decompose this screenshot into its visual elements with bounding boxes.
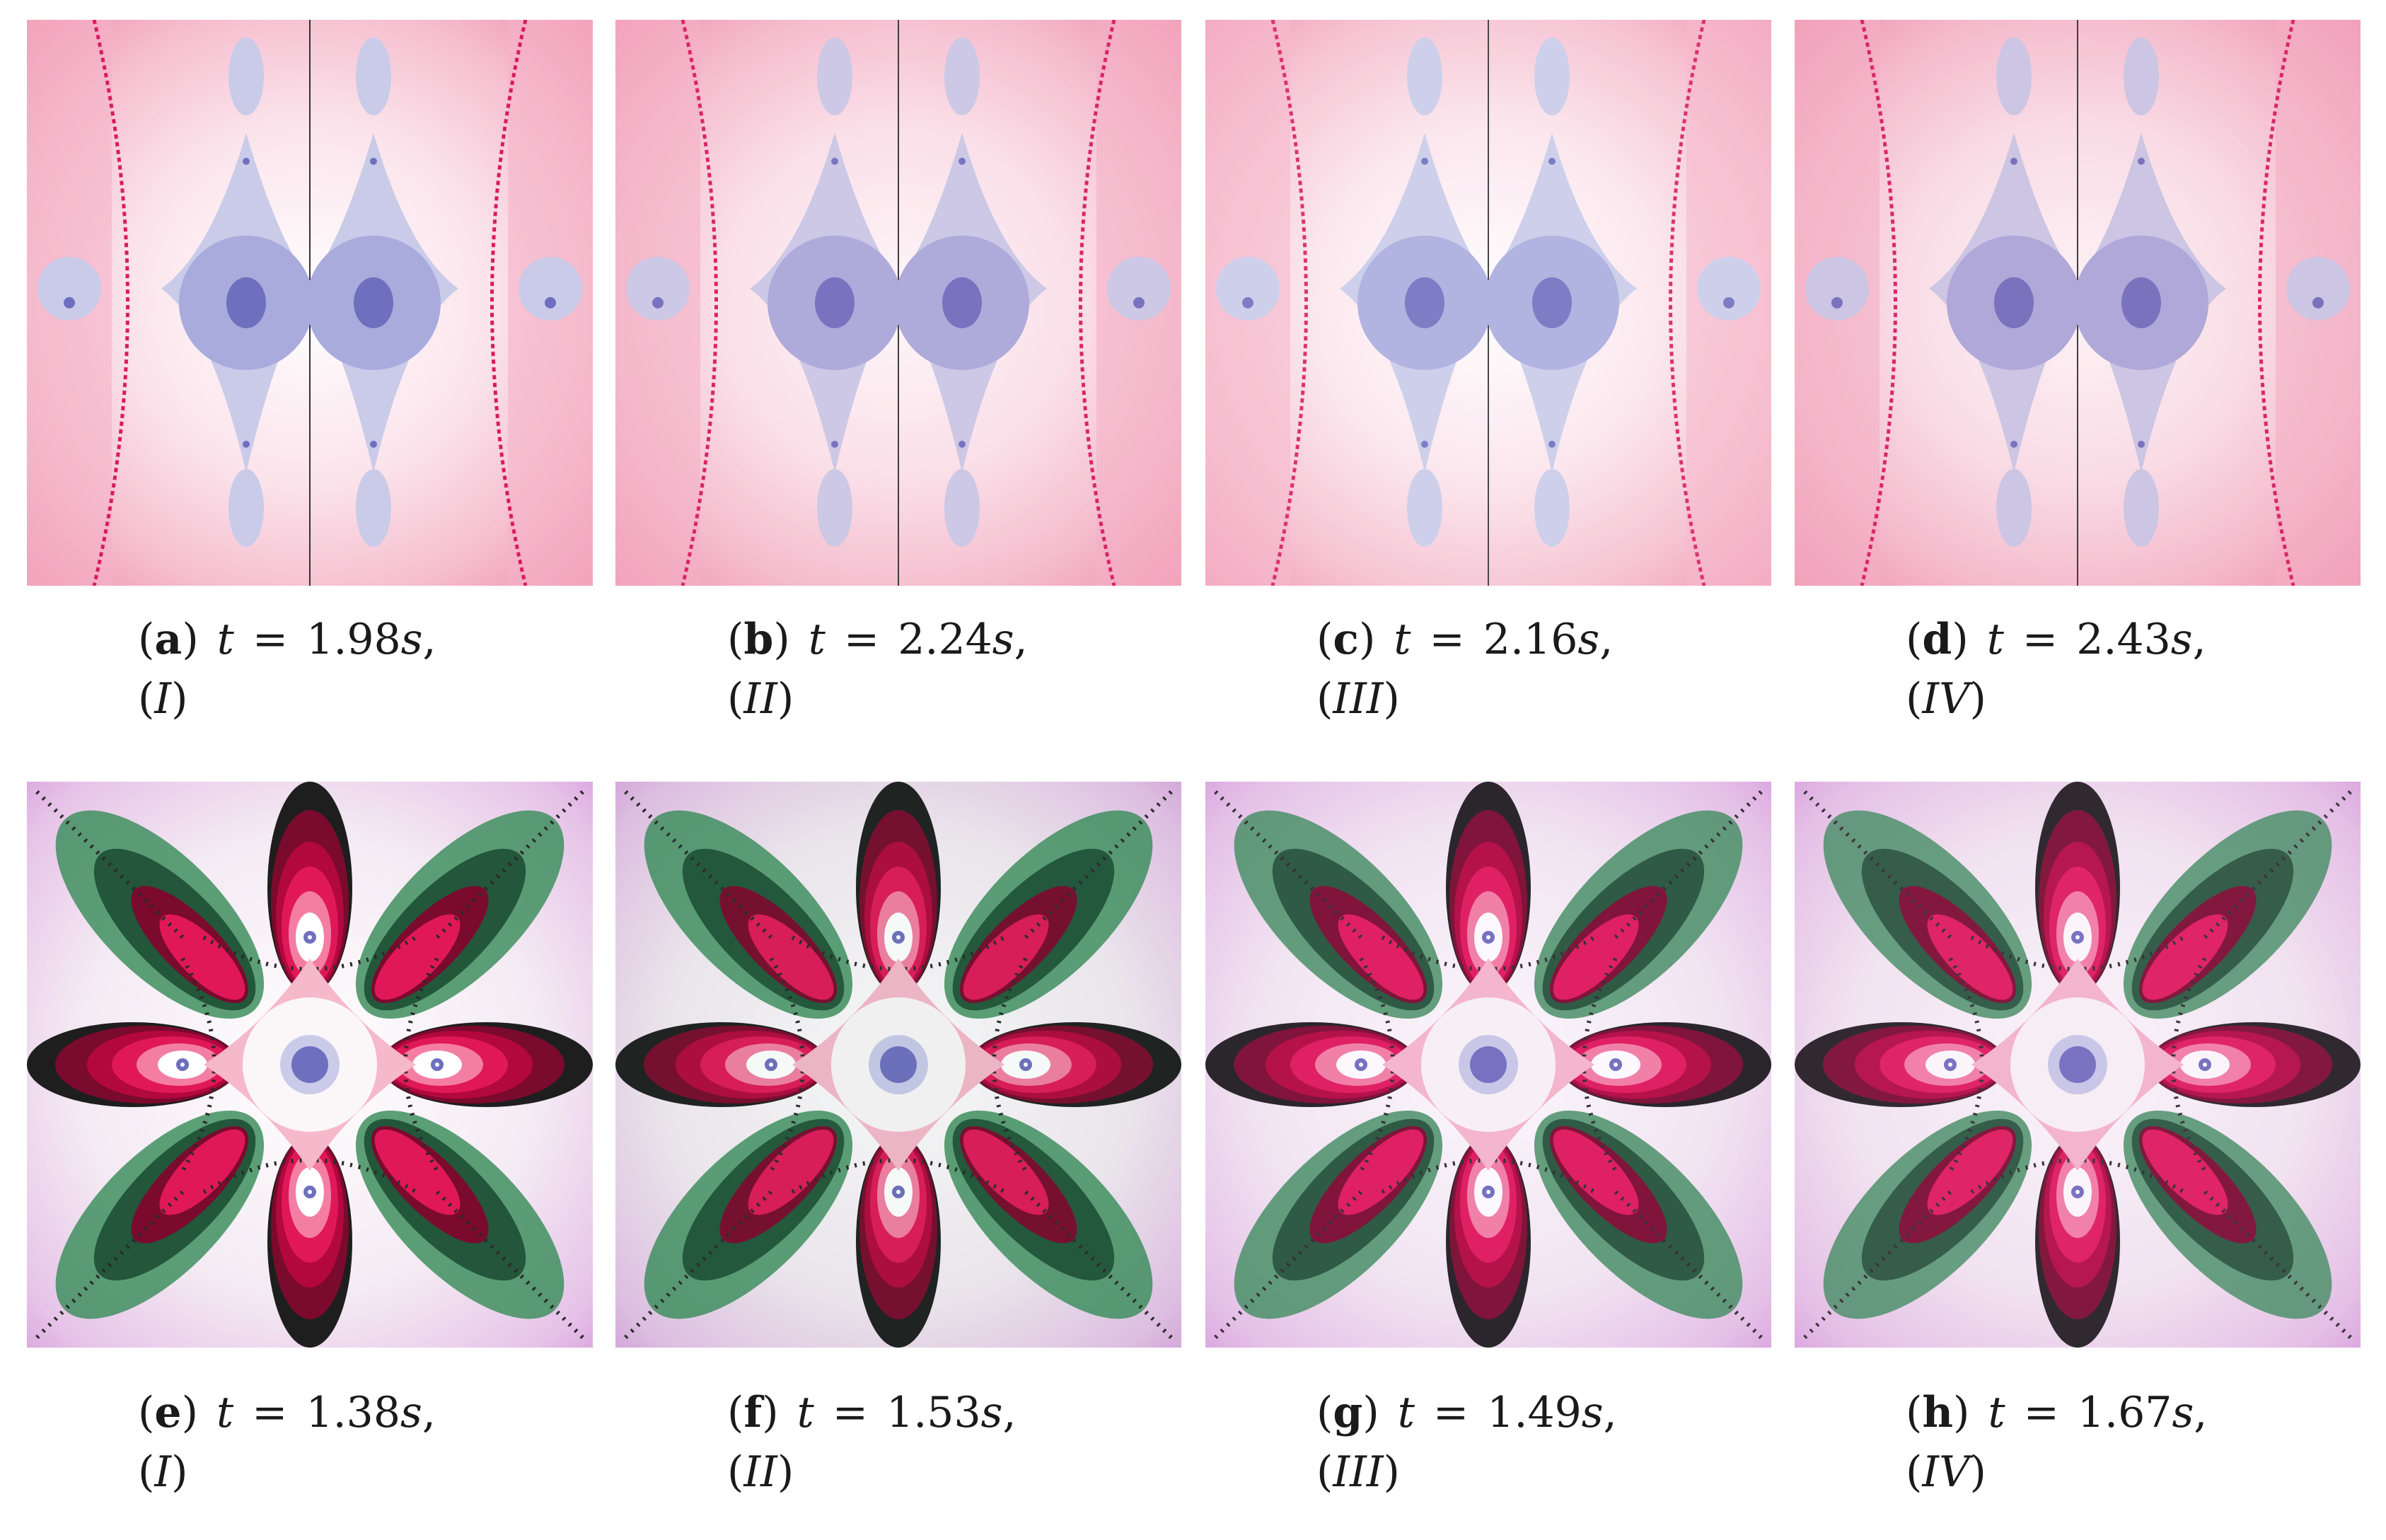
equals-sign: =	[1432, 1388, 1469, 1437]
basin-plot-top	[27, 20, 593, 586]
method-label: IV	[1922, 674, 1970, 724]
time-value: 1.67	[2077, 1388, 2172, 1437]
caption-g: (g) t = 1.49s, (III)	[1316, 1388, 1617, 1497]
panel-b-image	[615, 20, 1181, 586]
basin-plot-bottom	[1795, 782, 2361, 1348]
time-symbol: t	[797, 1388, 814, 1437]
caption-b: (b) t = 2.24s, (II)	[727, 615, 1028, 724]
panel-g-image	[1205, 782, 1771, 1348]
time-symbol: t	[216, 615, 234, 664]
time-value: 2.24	[898, 615, 992, 664]
time-value: 1.98	[306, 615, 401, 664]
basin-plot-top	[615, 20, 1181, 586]
time-value: 1.38	[306, 1388, 401, 1437]
caption-c: (c) t = 2.16s, (III)	[1316, 615, 1614, 724]
equals-sign: =	[252, 615, 289, 664]
basin-plot-bottom	[1205, 782, 1771, 1348]
time-unit: s	[400, 1388, 422, 1437]
time-unit: s	[2170, 615, 2193, 664]
panel-d-image	[1795, 20, 2361, 586]
time-unit: s	[992, 615, 1014, 664]
time-unit: s	[1577, 615, 1600, 664]
basin-plot-top	[1795, 20, 2361, 586]
method-label: III	[1333, 674, 1384, 724]
caption-label: a	[154, 615, 183, 664]
caption-a: (a) t = 1.98s, (I)	[138, 615, 436, 724]
time-unit: s	[400, 615, 423, 664]
caption-label: d	[1922, 615, 1952, 664]
time-symbol: t	[808, 615, 826, 664]
method-label: III	[1333, 1447, 1384, 1497]
method-label: I	[154, 674, 172, 724]
caption-label: c	[1333, 615, 1359, 664]
panel-f-image	[615, 782, 1181, 1348]
time-value: 1.49	[1487, 1388, 1582, 1437]
basin-plot-bottom	[615, 782, 1181, 1348]
method-label: II	[743, 674, 777, 724]
caption-h: (h) t = 1.67s, (IV)	[1906, 1388, 2208, 1497]
equals-sign: =	[1429, 615, 1465, 664]
caption-label: g	[1333, 1388, 1363, 1437]
time-symbol: t	[216, 1388, 234, 1437]
method-label: IV	[1922, 1447, 1970, 1497]
time-symbol: t	[1986, 615, 2004, 664]
panel-h-image	[1795, 782, 2361, 1348]
time-symbol: t	[1394, 615, 1411, 664]
equals-sign: =	[252, 1388, 288, 1437]
time-unit: s	[980, 1388, 1003, 1437]
caption-label: e	[154, 1388, 182, 1437]
equals-sign: =	[843, 615, 880, 664]
method-label: II	[743, 1447, 777, 1497]
caption-label: f	[743, 1388, 763, 1437]
method-label: I	[154, 1447, 172, 1497]
caption-label: b	[743, 615, 774, 664]
time-unit: s	[2172, 1388, 2194, 1437]
basin-plot-bottom	[27, 782, 593, 1348]
time-value: 2.16	[1483, 615, 1578, 664]
caption-f: (f) t = 1.53s, (II)	[727, 1388, 1017, 1497]
panel-a-image	[27, 20, 593, 586]
time-symbol: t	[1397, 1388, 1415, 1437]
panel-e-image	[27, 782, 593, 1348]
time-value: 2.43	[2076, 615, 2171, 664]
equals-sign: =	[2023, 1388, 2059, 1437]
basin-plot-top	[1205, 20, 1771, 586]
time-unit: s	[1581, 1388, 1604, 1437]
time-value: 1.53	[886, 1388, 981, 1437]
equals-sign: =	[2022, 615, 2058, 664]
panel-c-image	[1205, 20, 1771, 586]
equals-sign: =	[832, 1388, 869, 1437]
caption-e: (e) t = 1.38s, (I)	[138, 1388, 436, 1497]
caption-d: (d) t = 2.43s, (IV)	[1906, 615, 2206, 724]
caption-label: h	[1922, 1388, 1954, 1437]
time-symbol: t	[1988, 1388, 2005, 1437]
